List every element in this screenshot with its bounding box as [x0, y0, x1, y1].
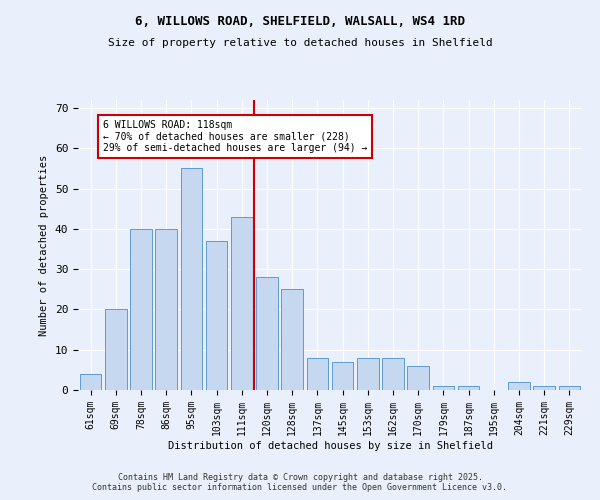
Bar [281, 290, 303, 390]
Bar [433, 386, 454, 390]
Bar [407, 366, 429, 390]
Bar [458, 386, 479, 390]
Text: Contains HM Land Registry data © Crown copyright and database right 2025.
Contai: Contains HM Land Registry data © Crown c… [92, 473, 508, 492]
Bar [80, 374, 101, 390]
Text: Size of property relative to detached houses in Shelfield: Size of property relative to detached ho… [107, 38, 493, 48]
Bar [332, 362, 353, 390]
Bar [130, 229, 152, 390]
Bar [382, 358, 404, 390]
Bar [231, 217, 253, 390]
Bar [508, 382, 530, 390]
Bar [256, 277, 278, 390]
Y-axis label: Number of detached properties: Number of detached properties [39, 154, 49, 336]
Bar [559, 386, 580, 390]
Text: 6 WILLOWS ROAD: 118sqm
← 70% of detached houses are smaller (228)
29% of semi-de: 6 WILLOWS ROAD: 118sqm ← 70% of detached… [103, 120, 368, 154]
X-axis label: Distribution of detached houses by size in Shelfield: Distribution of detached houses by size … [167, 440, 493, 450]
Bar [181, 168, 202, 390]
Bar [206, 241, 227, 390]
Bar [307, 358, 328, 390]
Bar [155, 229, 177, 390]
Bar [533, 386, 555, 390]
Bar [105, 310, 127, 390]
Text: 6, WILLOWS ROAD, SHELFIELD, WALSALL, WS4 1RD: 6, WILLOWS ROAD, SHELFIELD, WALSALL, WS4… [135, 15, 465, 28]
Bar [357, 358, 379, 390]
